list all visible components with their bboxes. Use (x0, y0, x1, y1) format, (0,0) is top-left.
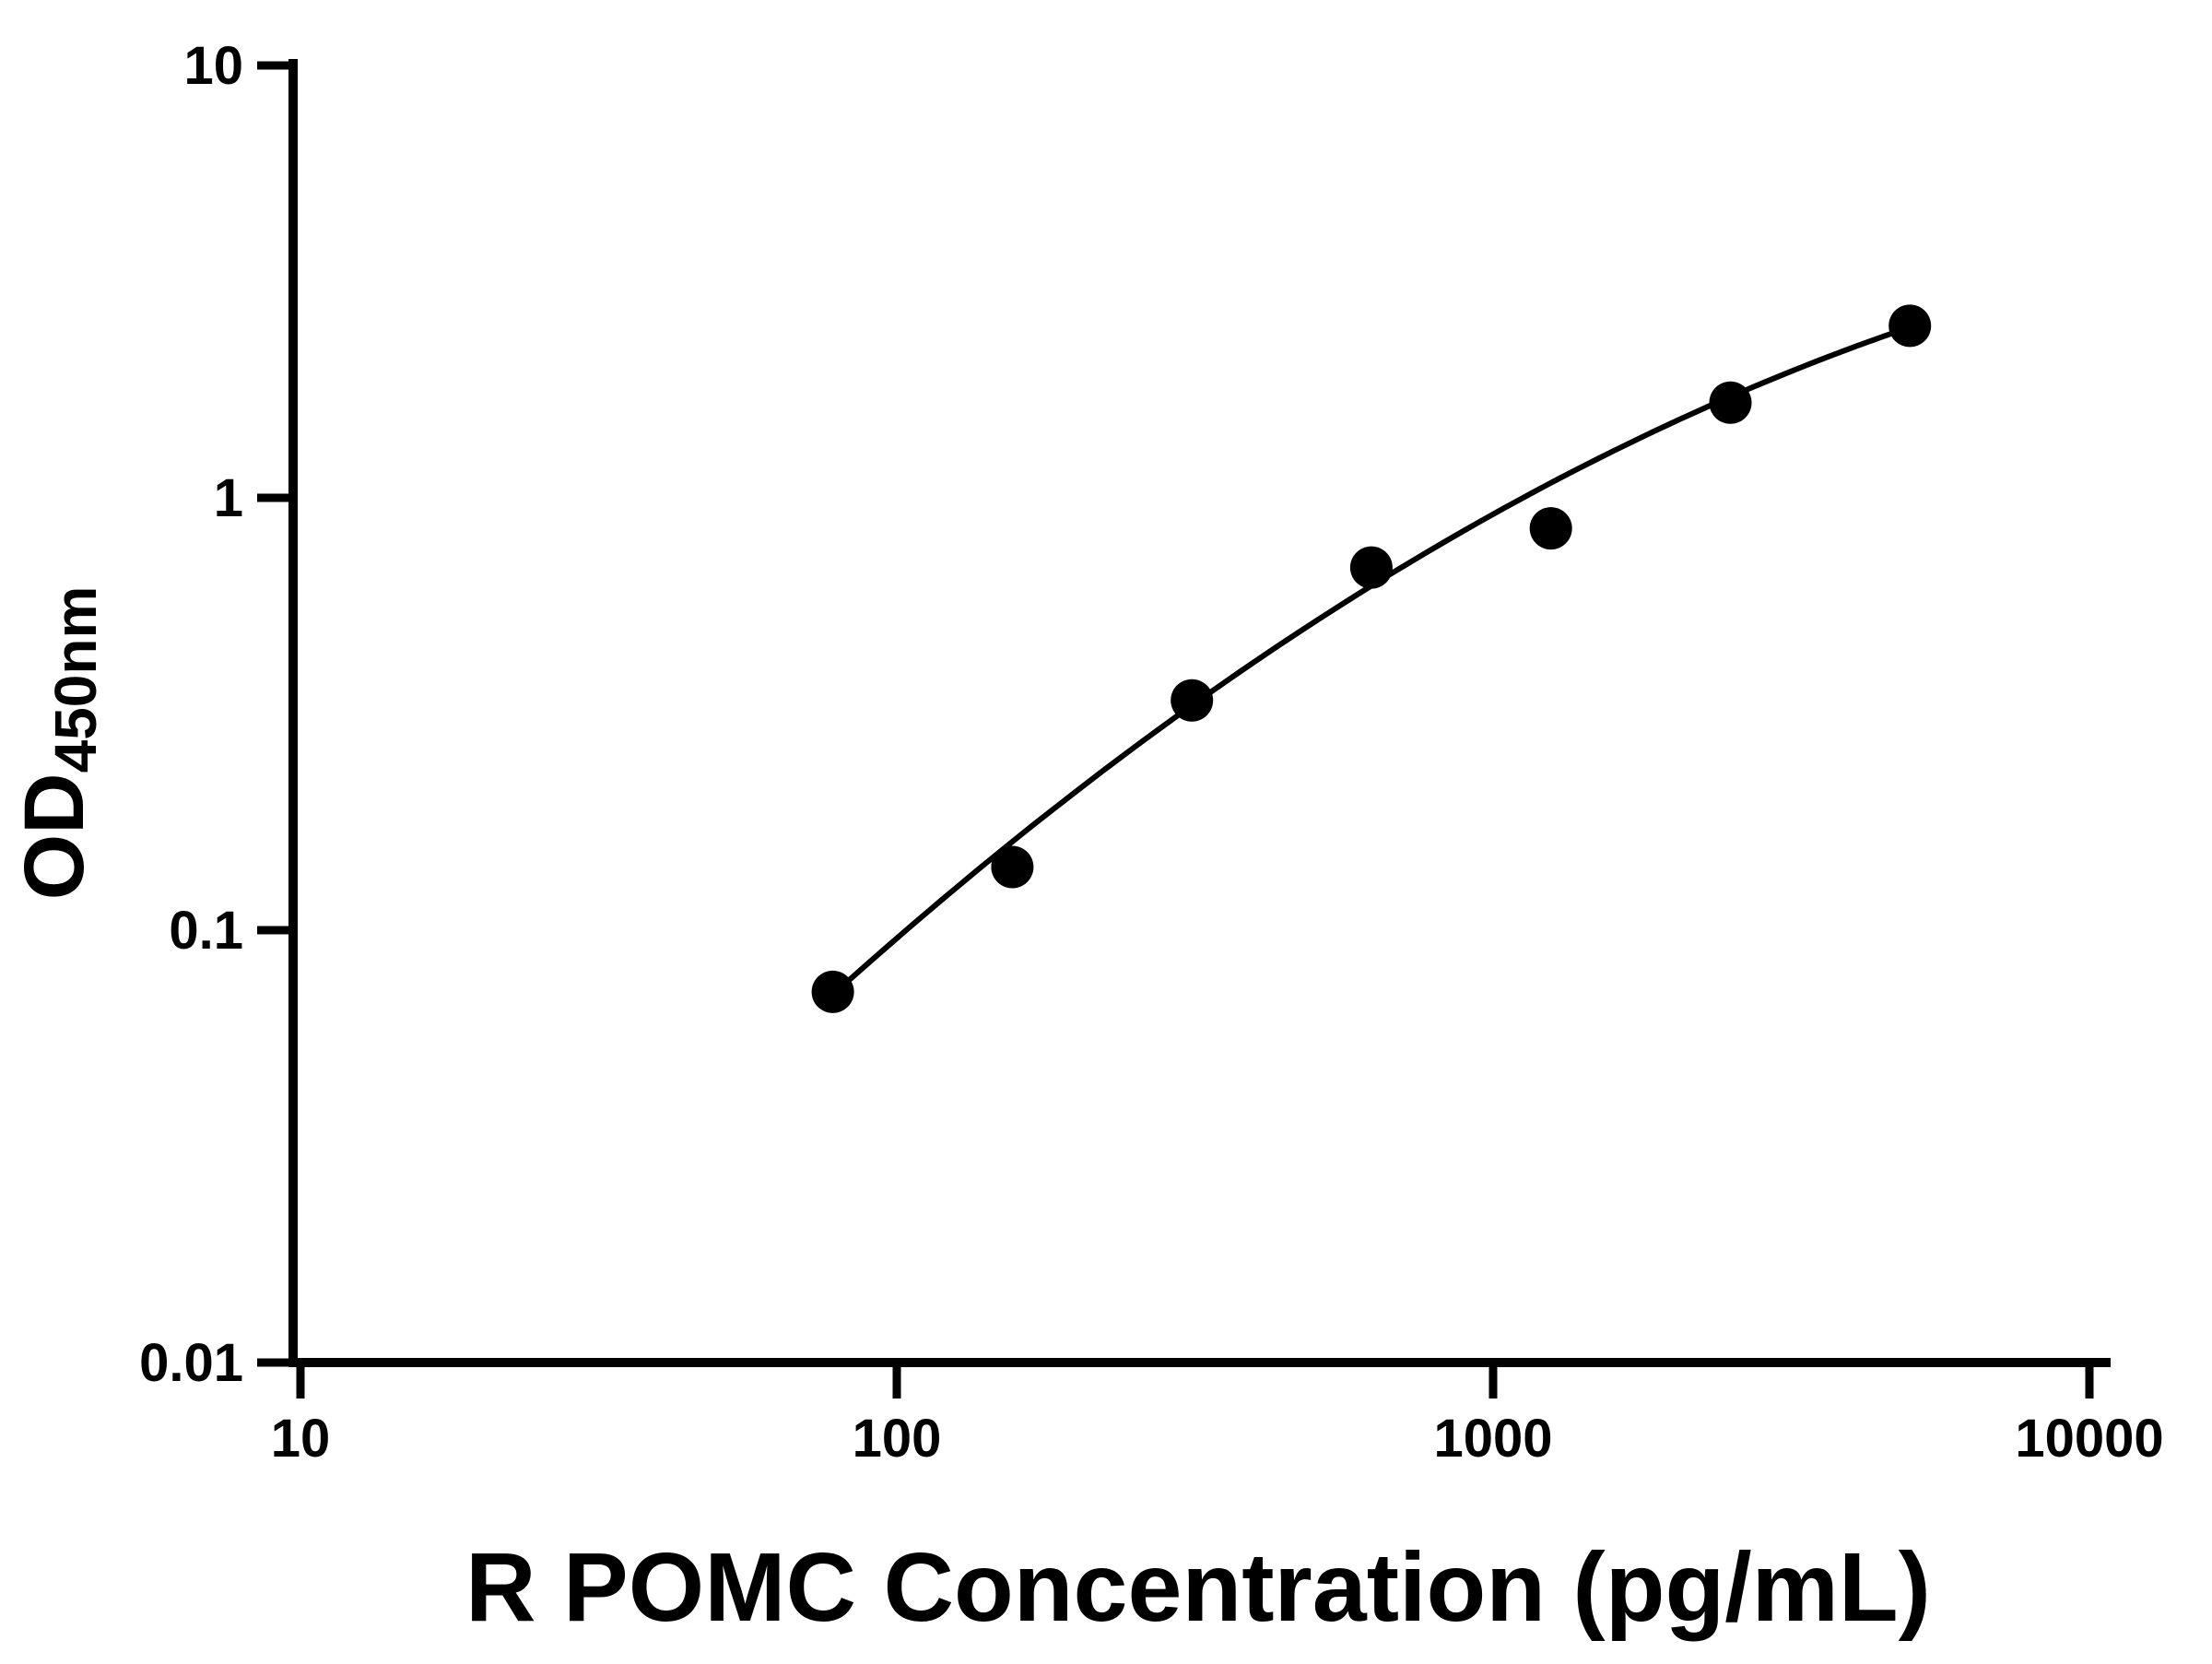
y-axis-title-main: OD (7, 773, 101, 900)
y-tick-label: 1 (214, 468, 243, 528)
x-tick-label: 1000 (1433, 1409, 1552, 1469)
data-point (1709, 381, 1752, 424)
data-point (1888, 304, 1932, 348)
data-point (1529, 507, 1572, 550)
y-axis-title: OD450nm (7, 586, 109, 901)
x-tick-label: 10 (271, 1409, 331, 1469)
data-point (991, 845, 1034, 889)
data-point (1349, 546, 1393, 589)
x-axis-title: R POMC Concentration (pg/mL) (465, 1533, 1931, 1642)
y-tick-label: 10 (183, 36, 243, 96)
plot-area: 10 100 1000 10000 0.01 0.1 1 10 (139, 36, 2164, 1469)
x-tick-label: 10000 (2015, 1409, 2163, 1469)
y-tick-label: 0.1 (169, 901, 243, 961)
y-tick-label: 0.01 (139, 1333, 243, 1393)
data-point (811, 970, 854, 1013)
data-point (1171, 679, 1214, 722)
x-tick-label: 100 (853, 1409, 942, 1469)
fit-curve (830, 324, 1913, 997)
y-axis-title-sub: 450nm (42, 586, 109, 773)
